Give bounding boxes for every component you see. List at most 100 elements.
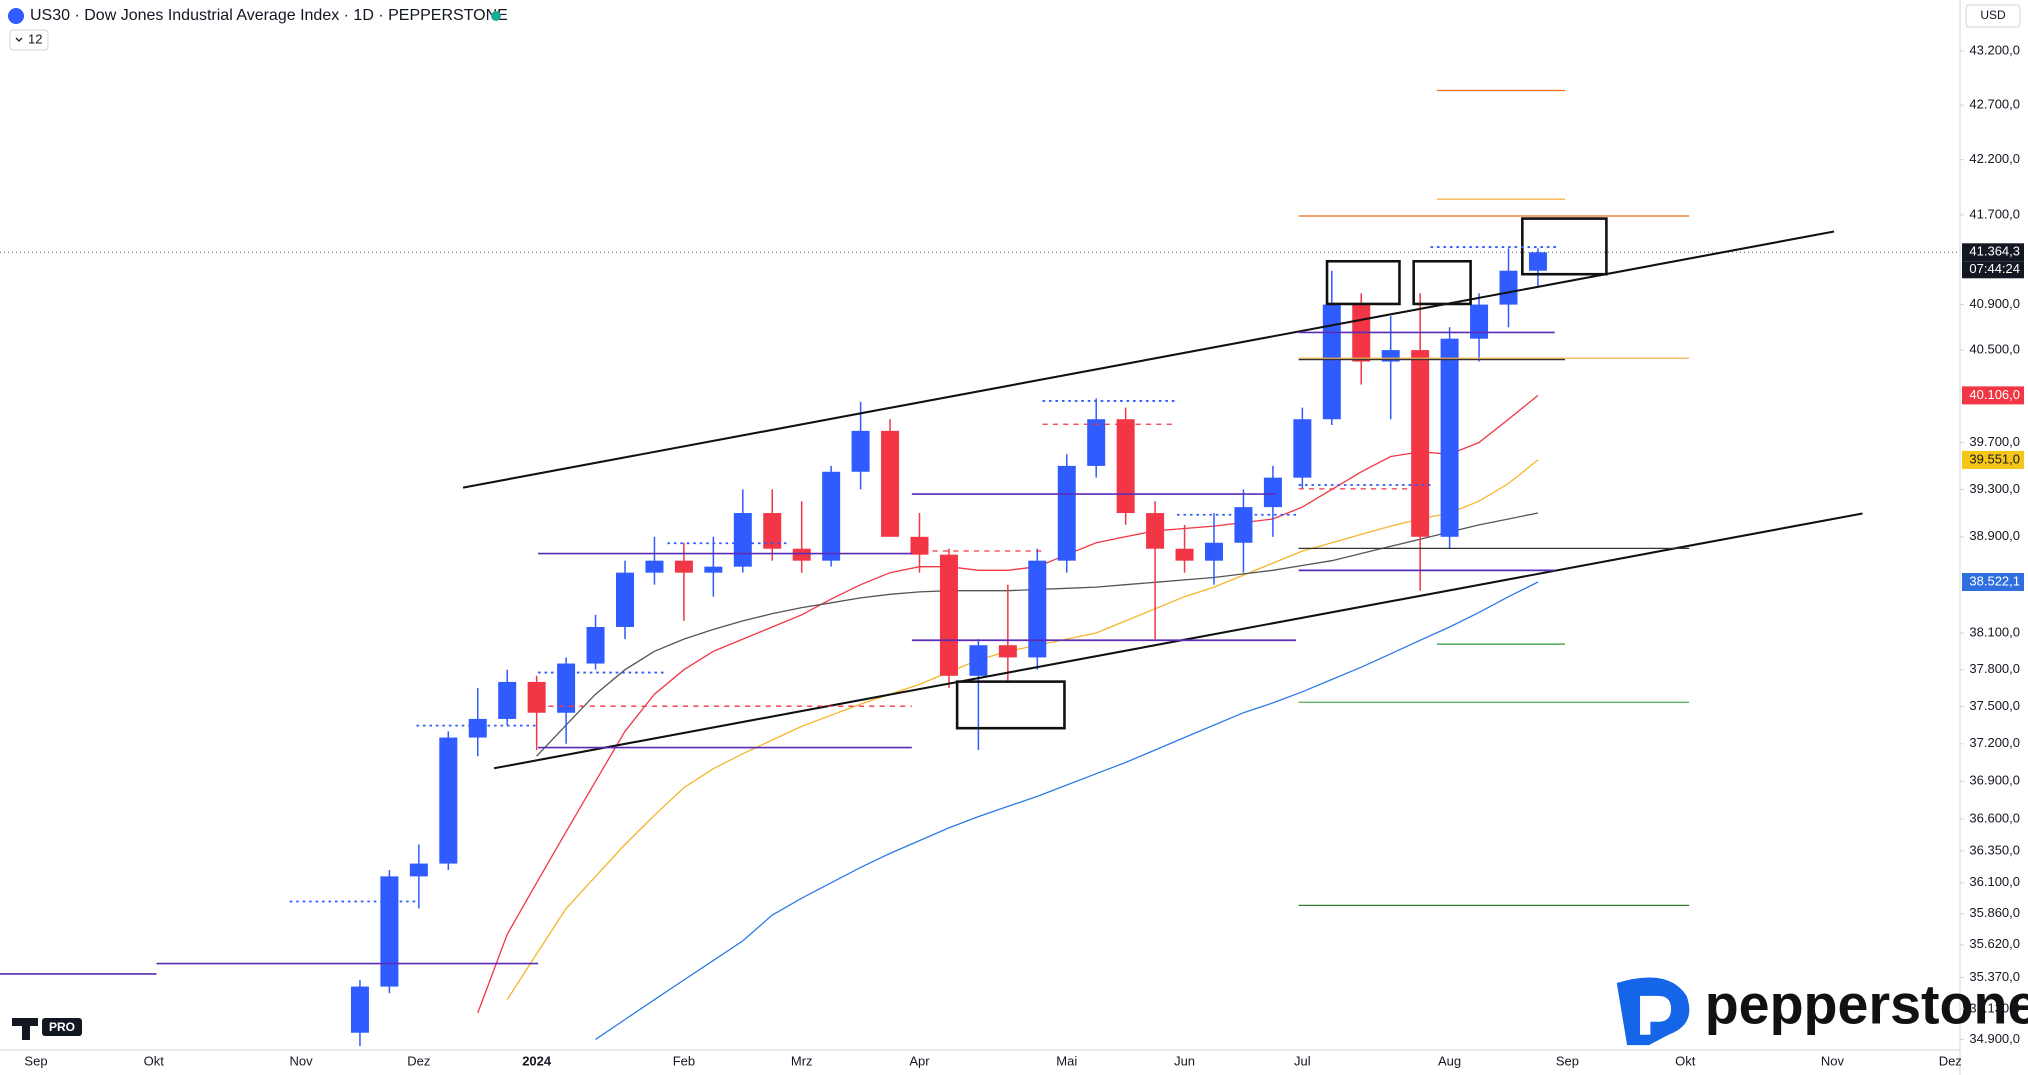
plot-area	[0, 248, 1960, 1047]
candle-body	[910, 536, 929, 555]
indicator-toggle[interactable]	[9, 29, 49, 51]
candle-body	[1028, 560, 1047, 658]
x-tick-label: Sep	[24, 1053, 47, 1068]
x-tick-label: Mrz	[791, 1053, 813, 1068]
candle-body	[1087, 419, 1106, 466]
price-label: 39.551,0	[1969, 451, 2020, 466]
y-tick-label: 35.620,0	[1969, 936, 2020, 951]
box	[1412, 259, 1472, 306]
candle-body	[468, 718, 487, 738]
candle-body	[1499, 270, 1518, 305]
y-tick-label: 38.100,0	[1969, 624, 2020, 639]
y-tick-label: 38.900,0	[1969, 528, 2020, 543]
x-tick-label: Okt	[144, 1053, 165, 1068]
candle-body	[763, 513, 782, 549]
x-tick-label: Feb	[673, 1053, 695, 1068]
candle-body	[645, 560, 664, 573]
candle-body	[498, 681, 517, 719]
y-tick-label: 39.700,0	[1969, 434, 2020, 449]
candle-body	[704, 566, 723, 573]
candle-body	[616, 572, 634, 627]
x-tick-label: Nov	[289, 1053, 313, 1068]
levels	[289, 246, 1560, 903]
candle-body	[557, 663, 576, 713]
y-tick-label: 42.200,0	[1969, 151, 2020, 166]
y-tick-label: 35.130,0	[1969, 1000, 2020, 1015]
candle-body	[969, 645, 988, 676]
x-tick-label: Dez	[1939, 1053, 1962, 1068]
y-tick-label: 35.370,0	[1969, 969, 2020, 984]
y-tick-label: 36.350,0	[1969, 842, 2020, 857]
x-tick-label: Mai	[1056, 1053, 1077, 1068]
y-tick-label: 37.800,0	[1969, 661, 2020, 676]
candle-body	[1205, 542, 1223, 561]
y-tick-label: 36.600,0	[1969, 811, 2020, 826]
box	[955, 680, 1066, 730]
price-label-box	[1962, 450, 2024, 469]
candle-body	[1175, 548, 1194, 561]
price-label-box	[1962, 573, 2024, 592]
candle-body	[1146, 513, 1165, 549]
candle-body	[409, 863, 428, 877]
brand-name: pepperstone	[1705, 974, 2028, 1036]
candle-body	[1440, 338, 1459, 537]
candle-body	[1116, 419, 1135, 514]
y-tick-label: 37.500,0	[1969, 698, 2020, 713]
candle-body	[881, 430, 900, 537]
status-dot[interactable]	[491, 11, 501, 21]
price-label-box	[1962, 243, 2024, 262]
candle-body	[439, 737, 458, 864]
badge: PRO	[49, 1020, 75, 1034]
candle-body	[822, 471, 841, 561]
candle-body	[733, 513, 752, 567]
y-tick-label: 40.500,0	[1969, 342, 2020, 357]
y-tick-label: 35.860,0	[1969, 905, 2020, 920]
candle-body	[586, 626, 605, 664]
x-tick-label: Apr	[909, 1053, 930, 1068]
x-tick-label: Jul	[1294, 1053, 1311, 1068]
drawings	[0, 89, 1863, 975]
price-label-box	[1962, 386, 2024, 405]
y-tick-label: 43.200,0	[1969, 43, 2020, 58]
ma-line	[595, 581, 1539, 1040]
candle-body	[1057, 465, 1076, 561]
candle-body	[350, 986, 369, 1033]
candle-body	[1528, 252, 1547, 271]
ma-line	[477, 394, 1539, 1014]
candle-body	[1411, 350, 1430, 537]
y-tick-label: 40.900,0	[1969, 296, 2020, 311]
candle-body	[1263, 477, 1282, 508]
candle-body	[1381, 350, 1400, 362]
levels	[538, 423, 1431, 707]
candle-body	[527, 681, 546, 713]
candle-body	[1322, 304, 1341, 420]
x-tick-label: 2024	[522, 1053, 552, 1068]
y-tick-label: 42.700,0	[1969, 97, 2020, 112]
candle-body	[792, 548, 811, 561]
box	[1325, 259, 1401, 306]
levels	[0, 331, 1555, 975]
y-tick-label: 41.700,0	[1969, 206, 2020, 221]
candle-body	[851, 430, 870, 472]
x-tick-label: Aug	[1438, 1053, 1461, 1068]
price-label: 40.106,0	[1969, 387, 2020, 402]
candle-body	[1293, 419, 1312, 478]
candle-body	[1234, 507, 1253, 543]
levels	[1298, 89, 1690, 907]
y-tick-label: 36.100,0	[1969, 874, 2020, 889]
y-tick-label: 39.300,0	[1969, 481, 2020, 496]
x-tick-label: Okt	[1675, 1053, 1696, 1068]
tv-logo: PRO	[12, 1018, 82, 1040]
candle-body	[380, 876, 399, 987]
x-tick-label: Dez	[407, 1053, 430, 1068]
currency-button[interactable]	[1965, 4, 2021, 28]
currency: USD	[1980, 8, 2006, 22]
symbol-icon	[8, 8, 24, 24]
y-tick-label: 34.900,0	[1969, 1031, 2020, 1046]
x-tick-label: Jun	[1174, 1053, 1195, 1068]
chevron	[15, 37, 23, 42]
countdown-box	[1962, 261, 2024, 279]
ma-line	[506, 459, 1539, 1001]
chart-title: US30 · Dow Jones Industrial Average Inde…	[30, 7, 508, 24]
